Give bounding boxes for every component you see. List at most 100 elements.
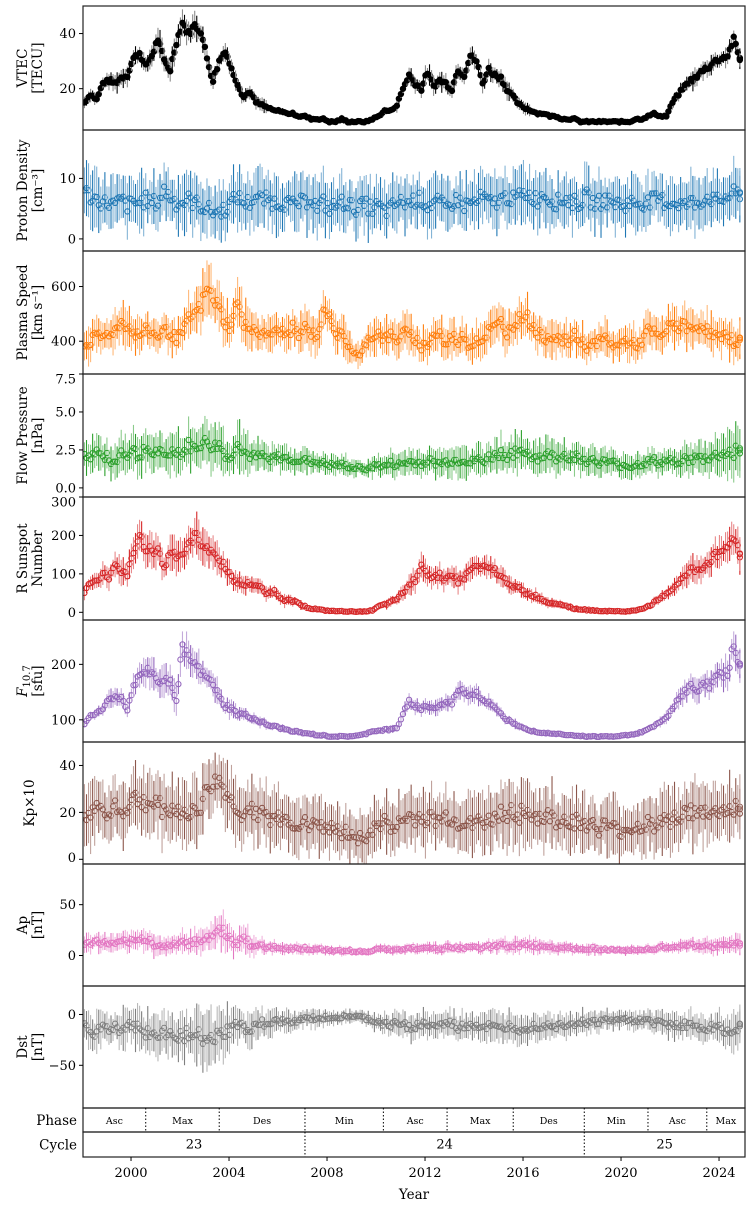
data-point [463,336,470,343]
data-point [295,203,302,210]
data-point [352,732,360,739]
data-point [497,803,505,810]
data-point [732,40,739,48]
data-point [469,824,476,831]
data-point [201,290,209,298]
data-point [281,726,288,733]
data-point [699,813,707,820]
data-point [450,330,458,338]
data-point [332,608,339,615]
data-point [220,318,227,325]
data-point [638,341,646,348]
data-point [508,200,515,208]
y-tick-label: 0.0 [55,481,76,496]
data-point [244,193,251,201]
data-point [338,732,345,740]
data-point [644,813,652,821]
data-point [109,803,117,810]
data-point [330,325,337,332]
data-point [128,796,135,804]
data-point [273,815,280,823]
data-point [585,824,592,831]
data-point [144,202,151,210]
data-point [228,321,235,328]
data-point [683,454,690,461]
data-point [342,337,349,345]
data-point [579,336,586,343]
data-point [714,553,721,561]
data-point [316,824,323,831]
data-point [614,823,621,831]
data-point [342,608,349,615]
data-point [318,321,325,328]
data-point [334,608,341,615]
data-point [314,732,321,739]
data-point [326,733,333,740]
data-point [675,205,682,212]
data-point [567,457,574,464]
data-point [142,189,149,196]
data-point [554,730,562,737]
data-point [375,727,382,734]
series-5 [83,631,744,741]
data-point [432,822,439,829]
data-point [371,728,378,735]
data-point [569,204,576,212]
data-point [195,300,202,308]
data-point [706,333,713,340]
data-point [183,546,190,553]
data-point [516,819,523,826]
data-point [606,192,613,199]
data-point [132,545,139,552]
data-point [565,202,572,209]
data-point [463,943,470,950]
data-point [618,608,625,615]
data-point [369,831,376,838]
y-axis-label: Proton Density [15,139,31,241]
data-point [567,824,574,831]
data-point [642,826,650,833]
data-point [140,204,147,211]
data-point [614,607,621,615]
data-point [685,814,692,822]
data-point [514,452,521,459]
data-point [267,195,274,202]
data-point [736,810,744,817]
data-point [195,663,202,670]
data-point [148,199,155,207]
data-point [622,335,629,342]
data-point [579,455,586,463]
data-point [195,809,202,817]
data-point [669,319,676,326]
panel-proton-density: 0 10 Proton Density [cm⁻³] [15,129,746,252]
data-point [246,808,253,816]
data-point [736,550,744,558]
y-tick-label: 20 [59,82,76,97]
data-point [540,818,548,825]
panel-flow-pressure: 0.0 2.5 5.0 7.5 Flow Pressure [nPa] [15,373,746,498]
data-point [701,804,709,811]
data-point [314,333,321,341]
data-point [495,817,503,824]
data-point [138,803,145,811]
data-point [671,703,678,710]
panel-frame [82,373,746,498]
data-point [218,695,225,702]
data-point [189,313,196,320]
data-point [689,459,697,466]
data-point [336,732,343,740]
data-point [595,607,603,615]
data-point [181,806,188,813]
series-0 [83,9,744,126]
data-point [226,327,233,335]
data-point [185,436,192,444]
data-point [436,569,443,576]
data-point [583,347,590,354]
data-point [289,319,296,326]
data-point [736,56,744,64]
data-point [281,206,288,213]
data-point [295,729,302,736]
data-point [162,562,170,569]
data-point [597,608,605,615]
data-point [514,583,521,591]
